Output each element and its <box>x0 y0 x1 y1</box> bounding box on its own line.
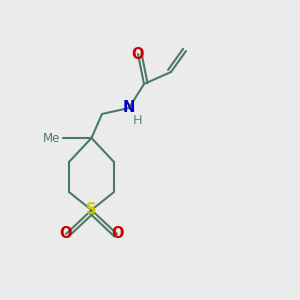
Text: O: O <box>60 226 72 242</box>
Text: O: O <box>111 226 123 242</box>
Text: N: N <box>123 100 135 116</box>
Text: S: S <box>86 202 97 217</box>
Text: O: O <box>132 46 144 62</box>
Text: H: H <box>133 113 143 127</box>
Text: Me: Me <box>43 131 60 145</box>
